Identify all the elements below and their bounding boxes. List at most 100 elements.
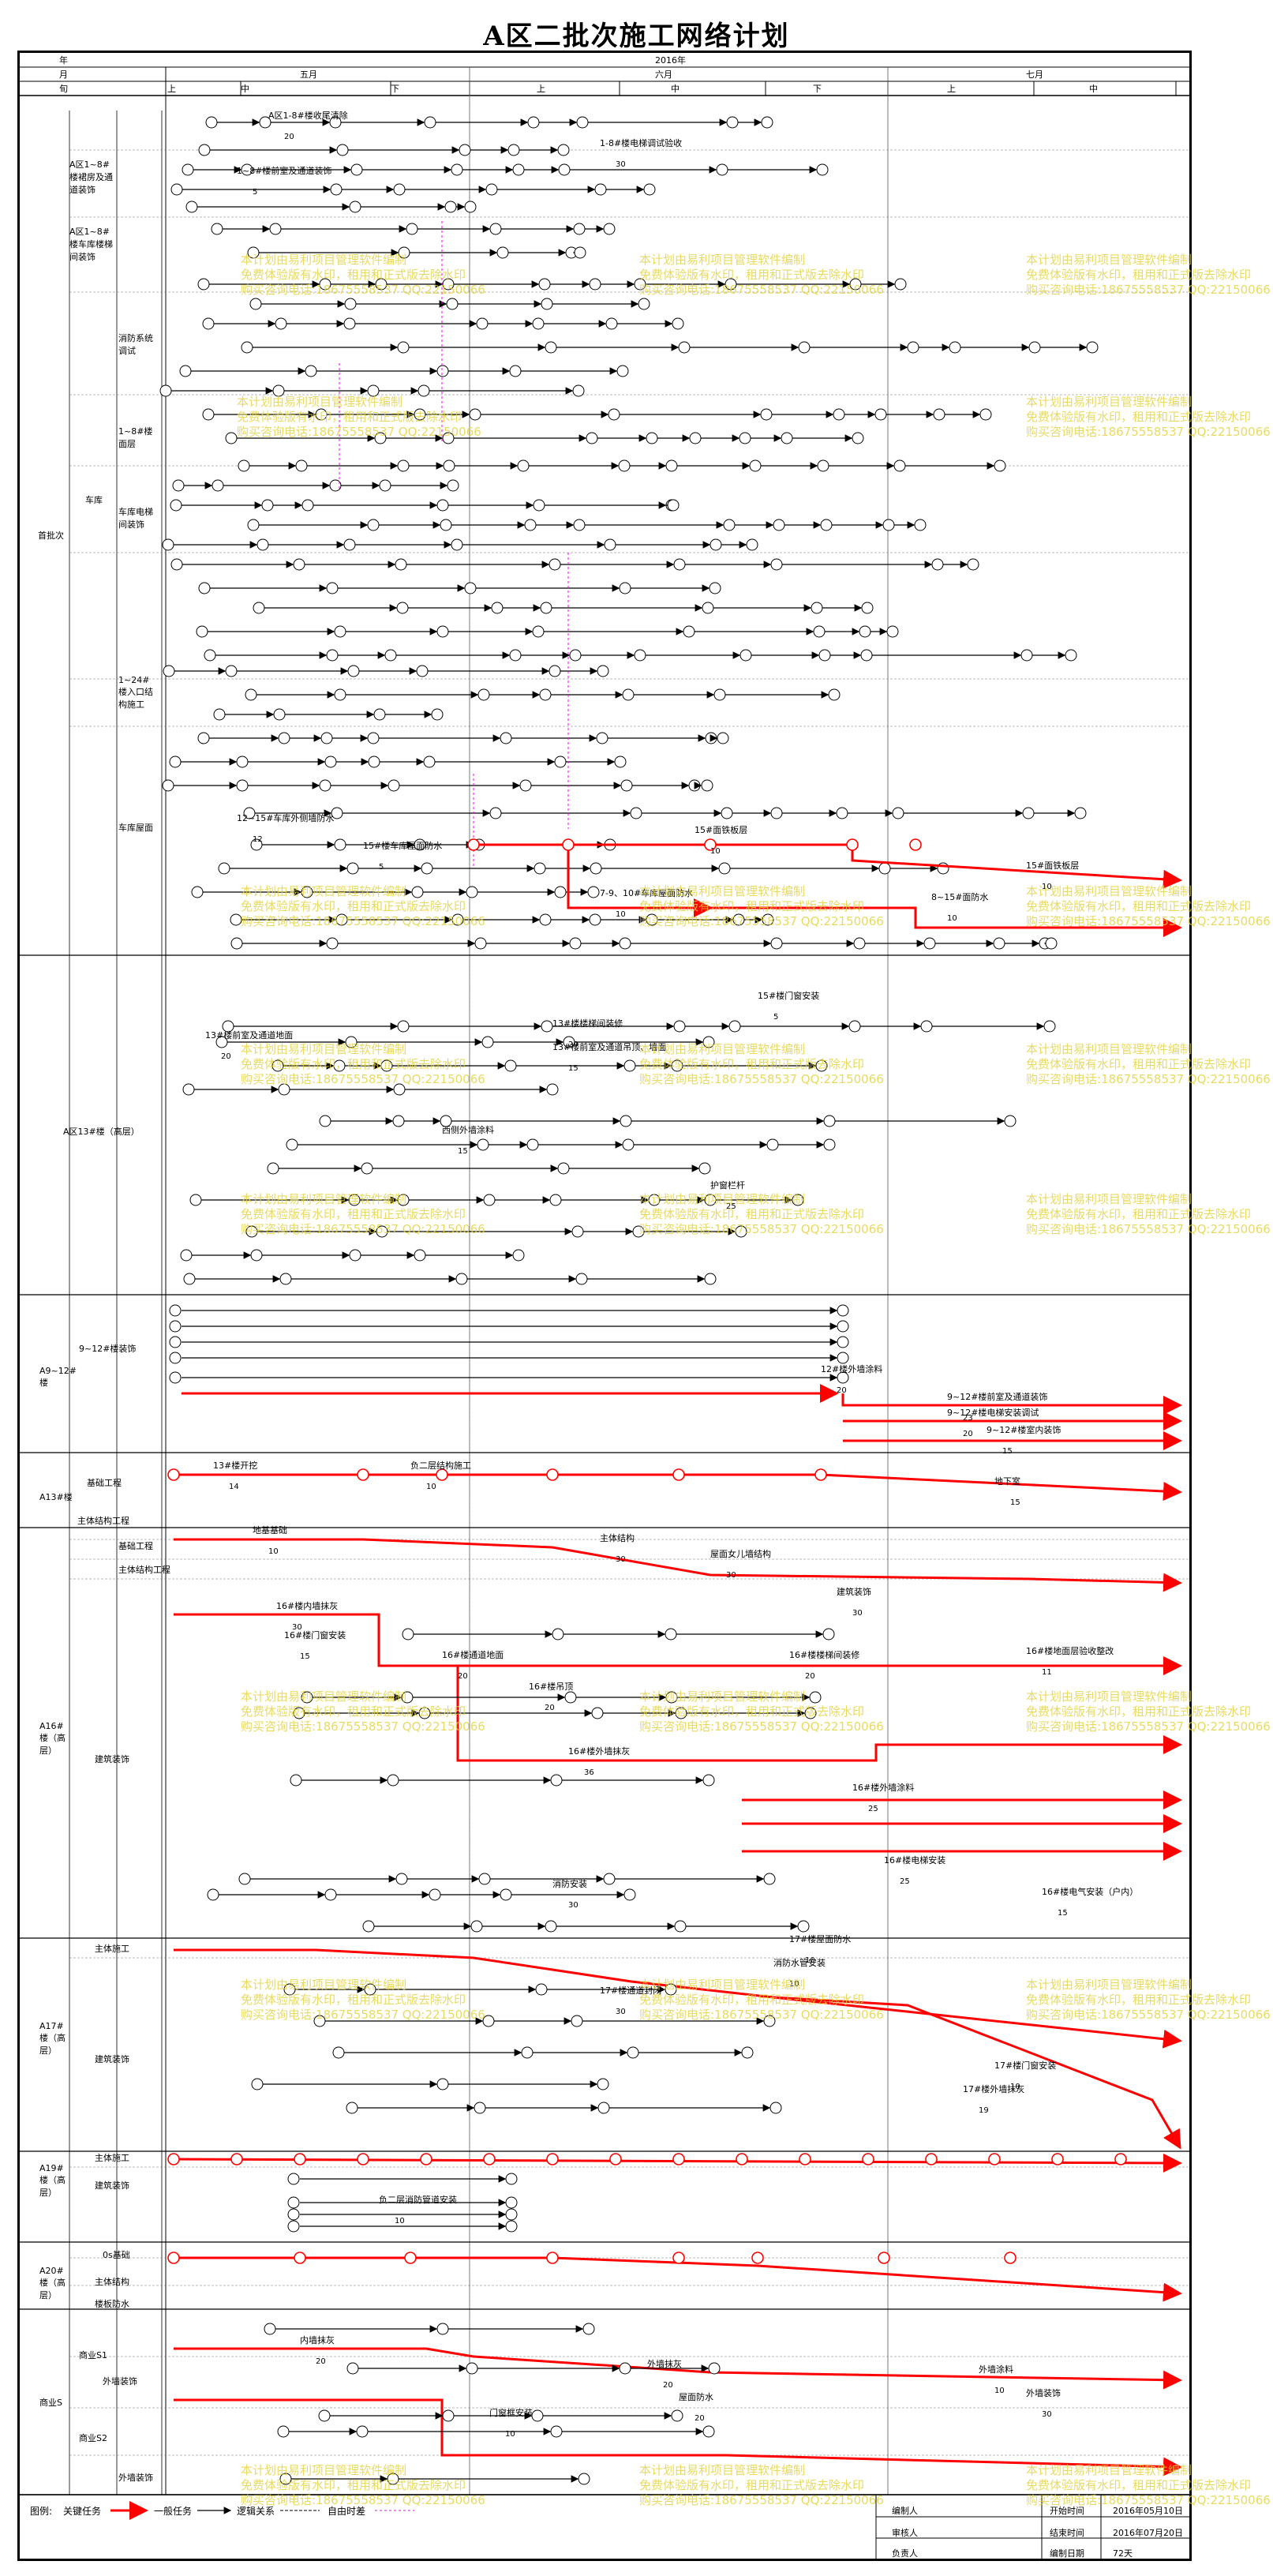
event-node (643, 183, 656, 196)
event-node (532, 317, 545, 330)
watermark-line: 购买咨询电话:18675558537 QQ:22150066 (241, 2008, 485, 2022)
sig-value: 72天 (1113, 2548, 1133, 2559)
event-node (179, 365, 192, 377)
event-node (182, 1083, 195, 1096)
watermark-line: 免费体验版有水印，租用和正式版去除水印 (639, 1207, 865, 1221)
event-node (535, 1983, 548, 1996)
task-duration: 20 (316, 2357, 326, 2366)
event-node (436, 2323, 449, 2335)
subsection-label: 主体施工 (95, 1944, 129, 1954)
event-node (773, 519, 785, 531)
event-node (820, 519, 833, 531)
watermark: 本计划由易利项目管理软件编制 免费体验版有水印，租用和正式版去除水印 购买咨询电话:… (241, 1978, 485, 2023)
event-node (191, 886, 204, 898)
header-period-8: 中 (1089, 84, 1098, 94)
watermark-line: 购买咨询电话:18675558537 QQ:22150066 (639, 2493, 884, 2507)
event-node (925, 2153, 938, 2165)
watermark-line: 购买咨询电话:18675558537 QQ:22150066 (639, 2008, 884, 2022)
subsection-label: 建筑装饰 (95, 2054, 129, 2064)
event-node (792, 1194, 804, 1206)
legend-critical: 关键任务 (63, 2506, 102, 2517)
task-duration: 36 (584, 1768, 594, 1777)
watermark-line: 本计划由易利项目管理软件编制 (1026, 395, 1193, 409)
event-node (406, 223, 418, 235)
event-node (603, 1873, 616, 1885)
event-node (573, 519, 586, 531)
watermark-line: 免费体验版有水印，租用和正式版去除水印 (241, 1993, 466, 2007)
event-node (326, 582, 339, 594)
event-node (367, 519, 380, 531)
task-label: 屋面防水 (679, 2391, 713, 2402)
event-node (688, 779, 701, 792)
event-node (1086, 341, 1099, 354)
subsection-label: 主体结构工程 (118, 1565, 170, 1575)
task-duration: 10 (1042, 883, 1052, 891)
watermark-line: 免费体验版有水印，租用和正式版去除水印 (639, 268, 865, 282)
task-label: 16#楼通道地面 (442, 1649, 504, 1660)
event-node (277, 2425, 290, 2438)
event-node (436, 625, 449, 638)
event-node (562, 838, 575, 851)
event-node (500, 732, 512, 744)
event-node (367, 732, 380, 744)
event-node (170, 183, 183, 196)
watermark: 本计划由易利项目管理软件编制 免费体验版有水印，租用和正式版去除水印 购买咨询电话:… (237, 395, 481, 440)
event-node (474, 937, 487, 950)
watermark-line: 购买咨询电话:18675558537 QQ:22150066 (639, 1719, 884, 1734)
event-node (455, 1273, 468, 1285)
event-node (169, 1304, 182, 1317)
task-duration: 30 (616, 1555, 626, 1564)
watermark: 本计划由易利项目管理软件编制 免费体验版有水印，租用和正式版去除水印 购买咨询电话:… (639, 253, 884, 298)
task-duration: 10 (789, 1980, 799, 1989)
legend-float: 自由时差 (328, 2506, 366, 2517)
event-node (279, 1273, 292, 1285)
event-node (597, 665, 609, 677)
event-node (605, 317, 618, 330)
watermark-line: 免费体验版有水印，租用和正式版去除水印 (1026, 1057, 1252, 1071)
event-node (739, 649, 752, 662)
event-node (509, 365, 522, 377)
event-node (620, 779, 633, 792)
event-node (402, 1628, 414, 1640)
event-node (446, 298, 459, 310)
task-label: 15#面铁板层 (695, 824, 747, 835)
task-duration: 10 (947, 914, 957, 923)
event-node (517, 459, 530, 472)
event-node (196, 625, 208, 638)
event-node (837, 1304, 849, 1317)
watermark: 本计划由易利项目管理软件编制 免费体验版有水印，租用和正式版去除水印 购买咨询电话:… (1026, 1042, 1271, 1087)
event-node (253, 602, 265, 614)
subsection-label: 基础工程 (118, 1541, 153, 1551)
event-node (571, 1225, 584, 1238)
task-duration: 30 (292, 1623, 302, 1632)
watermark-line: 免费体验版有水印，租用和正式版去除水印 (639, 2478, 865, 2492)
section-label: A13#楼 (39, 1492, 73, 1502)
event-node (512, 163, 525, 176)
event-node (387, 1774, 399, 1787)
event-node (334, 688, 346, 701)
event-node (267, 1162, 279, 1175)
task-label: 西侧外墙涂料 (442, 1124, 494, 1135)
event-node (273, 708, 286, 721)
event-node (336, 144, 349, 156)
watermark-line: 购买咨询电话:18675558537 QQ:22150066 (241, 283, 485, 297)
event-node (702, 2425, 715, 2438)
event-node (634, 649, 646, 662)
event-node (804, 1707, 817, 1719)
event-node (589, 278, 601, 291)
event-node (531, 2409, 544, 2422)
event-node (713, 688, 726, 701)
event-node (167, 2252, 180, 2264)
event-node (505, 2196, 518, 2209)
event-node (541, 1020, 553, 1033)
watermark-line: 购买咨询电话:18675558537 QQ:22150066 (237, 425, 481, 439)
watermark: 本计划由易利项目管理软件编制 免费体验版有水印，租用和正式版去除水印 购买咨询电话:… (241, 1192, 485, 1237)
event-node (853, 937, 866, 950)
event-node (213, 708, 226, 721)
watermark-line: 购买咨询电话:18675558537 QQ:22150066 (241, 914, 485, 928)
event-node (763, 2015, 776, 2027)
watermark-line: 免费体验版有水印，租用和正式版去除水印 (639, 1993, 865, 2007)
event-node (505, 2220, 518, 2233)
task-label: 17#楼外墙抹灰 (963, 2083, 1024, 2094)
watermark-line: 本计划由易利项目管理软件编制 (241, 1978, 407, 1992)
